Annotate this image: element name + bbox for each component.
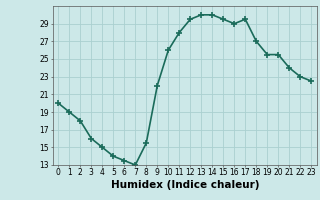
X-axis label: Humidex (Indice chaleur): Humidex (Indice chaleur) [110,180,259,190]
